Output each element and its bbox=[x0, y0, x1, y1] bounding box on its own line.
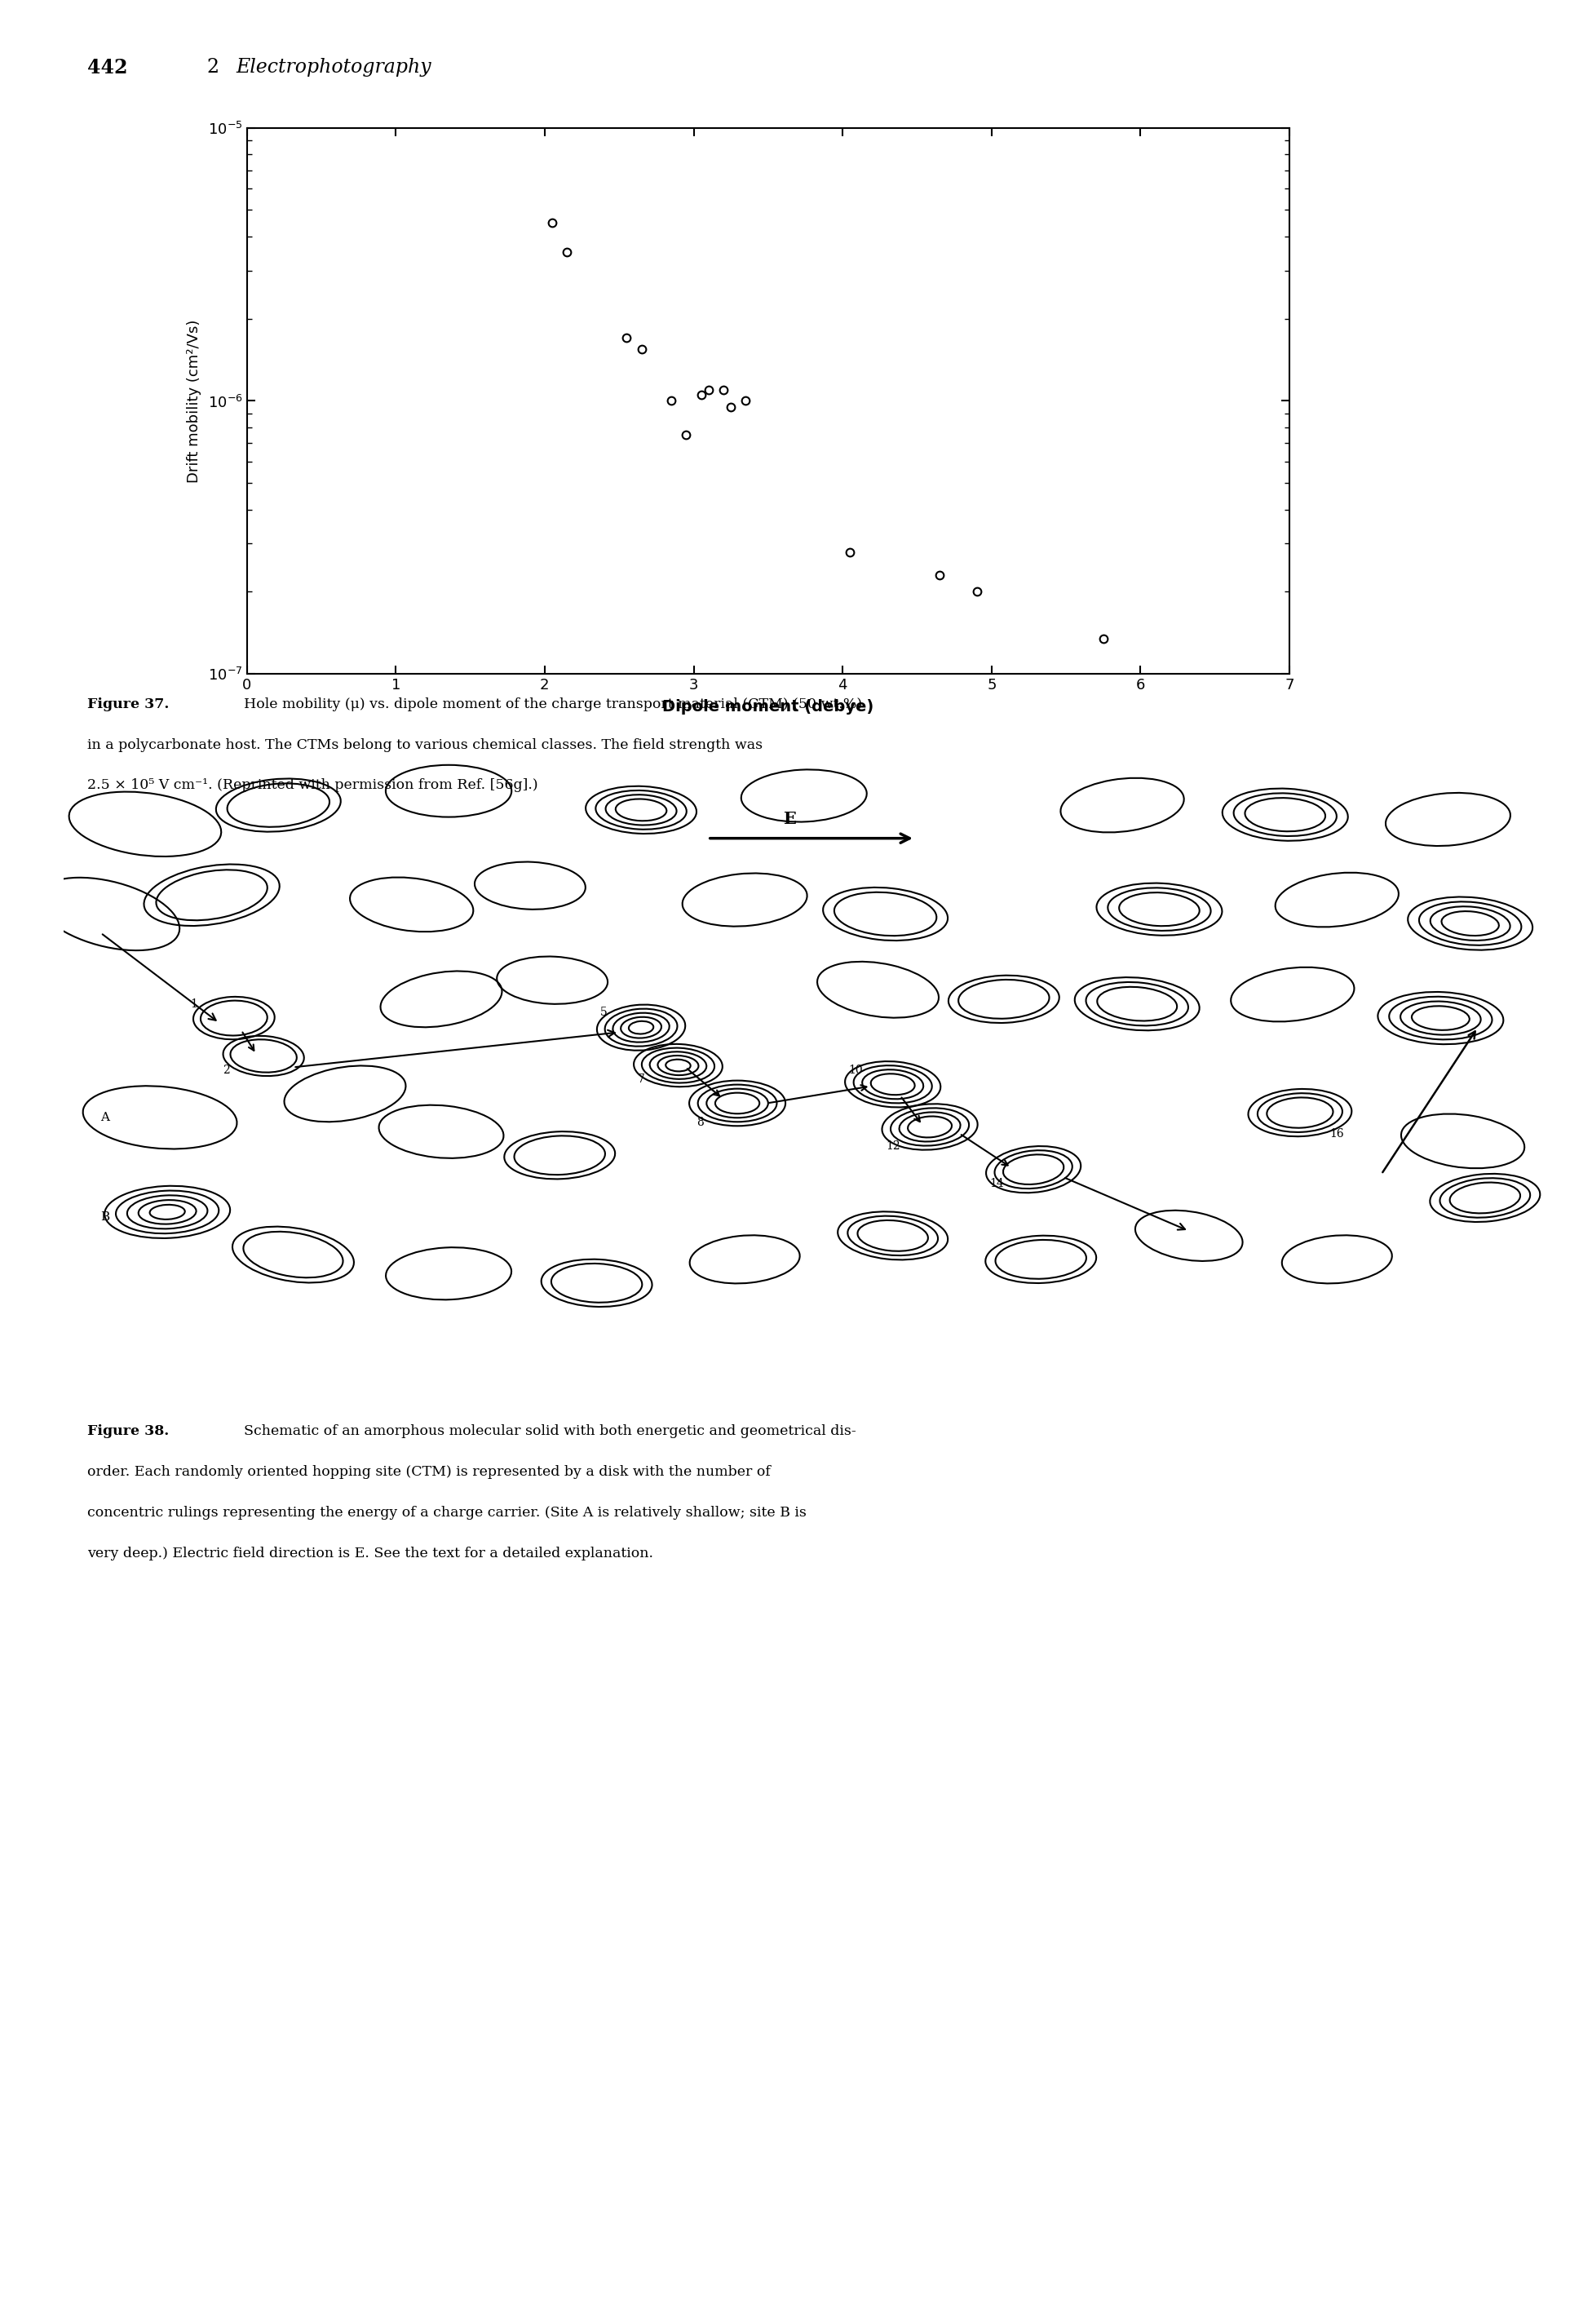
Text: 5: 5 bbox=[600, 1006, 608, 1018]
X-axis label: Dipole moment (debye): Dipole moment (debye) bbox=[662, 700, 874, 716]
Text: 7: 7 bbox=[637, 1074, 645, 1085]
Text: Hole mobility (μ) vs. dipole moment of the charge transport material (CTM) (50 w: Hole mobility (μ) vs. dipole moment of t… bbox=[244, 697, 861, 711]
Text: 14: 14 bbox=[989, 1178, 1003, 1190]
Y-axis label: Drift mobility (cm²/Vs): Drift mobility (cm²/Vs) bbox=[186, 318, 201, 483]
Text: in a polycarbonate host. The CTMs belong to various chemical classes. The field : in a polycarbonate host. The CTMs belong… bbox=[88, 739, 763, 751]
Text: Schematic of an amorphous molecular solid with both energetic and geometrical di: Schematic of an amorphous molecular soli… bbox=[244, 1425, 856, 1439]
Text: 2: 2 bbox=[207, 58, 220, 77]
Text: 8: 8 bbox=[697, 1116, 704, 1127]
Text: Figure 37.: Figure 37. bbox=[88, 697, 169, 711]
Text: 2.5 × 10⁵ V cm⁻¹. (Reprinted with permission from Ref. [56g].): 2.5 × 10⁵ V cm⁻¹. (Reprinted with permis… bbox=[88, 779, 538, 792]
Text: 16: 16 bbox=[1329, 1127, 1344, 1139]
Text: 1: 1 bbox=[191, 999, 197, 1009]
Text: very deep.) Electric field direction is E. See the text for a detailed explanati: very deep.) Electric field direction is … bbox=[88, 1548, 654, 1559]
Text: E: E bbox=[783, 811, 796, 827]
Text: 2: 2 bbox=[223, 1064, 231, 1076]
Text: concentric rulings representing the energy of a charge carrier. (Site A is relat: concentric rulings representing the ener… bbox=[88, 1506, 807, 1520]
Text: Electrophotography: Electrophotography bbox=[236, 58, 431, 77]
Text: 12: 12 bbox=[885, 1141, 899, 1150]
Text: A: A bbox=[100, 1111, 110, 1122]
Text: 442: 442 bbox=[88, 58, 127, 77]
Text: B: B bbox=[100, 1211, 110, 1222]
Text: 10: 10 bbox=[849, 1064, 863, 1076]
Text: order. Each randomly oriented hopping site (CTM) is represented by a disk with t: order. Each randomly oriented hopping si… bbox=[88, 1466, 771, 1478]
Text: Figure 38.: Figure 38. bbox=[88, 1425, 169, 1439]
